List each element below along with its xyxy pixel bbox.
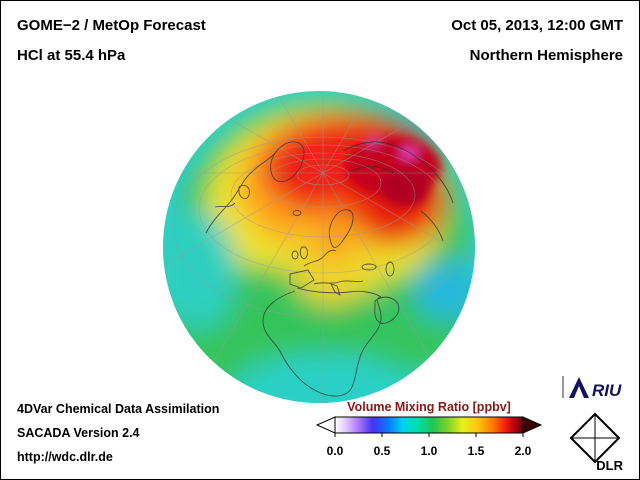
colorbar-gradient — [334, 416, 524, 434]
colorbar-block: Volume Mixing Ratio [ppbv] — [315, 400, 543, 460]
colorbar-left-arrow — [315, 416, 336, 434]
colorbar-tick-labels: 0.0 0.5 1.0 1.5 2.0 — [315, 444, 543, 460]
riu-logo: RIU — [562, 376, 622, 400]
plot-region: Northern Hemisphere — [469, 47, 623, 64]
colorbar-tick-3: 1.5 — [467, 444, 485, 458]
footer-version: SACADA Version 2.4 — [17, 426, 140, 440]
colorbar-tick-marks — [334, 433, 524, 437]
colorbar-title: Volume Mixing Ratio [ppbv] — [347, 400, 511, 414]
colorbar-tick-2: 1.0 — [420, 444, 438, 458]
graticule — [163, 91, 475, 403]
plot-title: GOME−2 / MetOp Forecast — [17, 17, 206, 34]
header-right: Oct 05, 2013, 12:00 GMT Northern Hemisph… — [451, 11, 623, 71]
footer-url: http://wdc.dlr.de — [17, 450, 113, 464]
footer-credits: 4DVar Chemical Data Assimilation SACADA … — [17, 397, 219, 469]
colorbar — [315, 416, 543, 437]
footer-assimilation: 4DVar Chemical Data Assimilation — [17, 402, 220, 416]
colorbar-tick-4: 2.0 — [514, 444, 532, 458]
riu-logo-text: RIU — [592, 381, 622, 400]
colorbar-right-arrow — [522, 416, 543, 434]
header-left: GOME−2 / MetOp Forecast HCl at 55.4 hPa — [17, 11, 206, 71]
dlr-logo: DLR — [569, 412, 624, 472]
hcl-field-maxima — [345, 136, 441, 207]
colorbar-tick-0: 0.0 — [326, 444, 344, 458]
plot-subtitle: HCl at 55.4 hPa — [17, 47, 126, 64]
plot-datetime: Oct 05, 2013, 12:00 GMT — [451, 17, 623, 34]
dlr-logo-text: DLR — [596, 458, 623, 472]
coastlines — [205, 141, 454, 397]
colorbar-tick-1: 0.5 — [373, 444, 391, 458]
